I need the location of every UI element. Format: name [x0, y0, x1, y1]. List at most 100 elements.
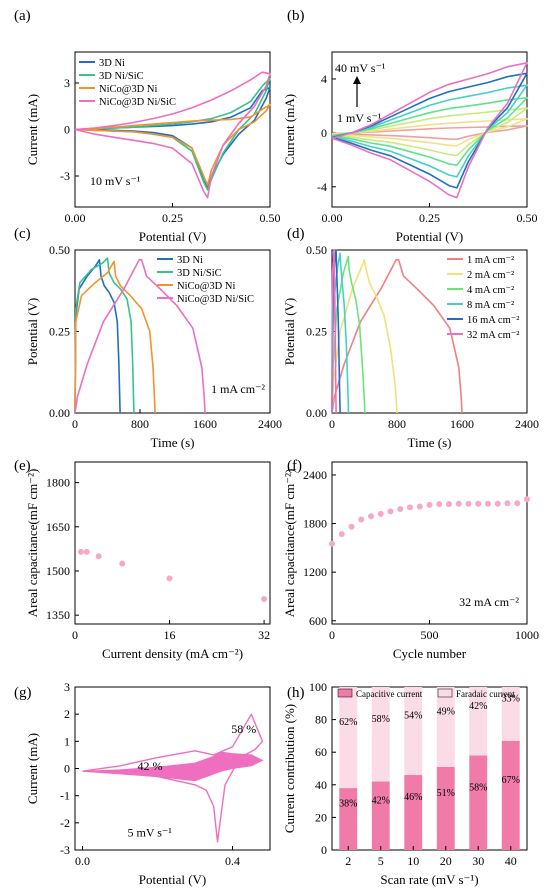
x-tick-label: 0	[329, 628, 335, 642]
data-point	[407, 504, 413, 511]
y-tick-label: 2	[64, 707, 70, 721]
annotation-scan: 5 mV s⁻¹	[128, 825, 173, 839]
y-tick-label: 1	[64, 734, 70, 748]
bar-label-capacitive: 58%	[469, 782, 487, 793]
bar-faradaic	[501, 687, 520, 741]
series-line	[331, 255, 366, 414]
x-tick-label: 2400	[515, 417, 539, 431]
y-axis-label: Potential (V)	[282, 298, 297, 366]
series-line	[331, 118, 528, 147]
data-point	[416, 503, 423, 510]
total-cv-line	[82, 713, 264, 843]
series-line	[331, 252, 350, 414]
x-tick-label: 800	[131, 417, 149, 431]
bar-label-faradaic: 58%	[372, 714, 390, 725]
bar-label-capacitive: 42%	[372, 795, 390, 806]
y-tick-label: 1500	[46, 564, 70, 578]
x-tick-label: 800	[388, 417, 406, 431]
legend-entry: 4 mA cm⁻²	[467, 285, 514, 296]
series-line	[74, 258, 206, 414]
panel-g: (g) 0.0 0.4 -3 -2 -1 0 1 2 3 Potential (V) Current …	[14, 680, 271, 887]
y-tick-label: 1800	[303, 517, 327, 531]
series-line	[331, 125, 528, 141]
series-line	[74, 103, 271, 187]
data-point	[426, 501, 433, 508]
data-point	[338, 531, 345, 538]
data-point	[119, 560, 126, 567]
series-line	[331, 84, 528, 178]
y-tick-label: 20	[315, 810, 327, 824]
y-tick-label: 0.25	[49, 325, 70, 339]
x-tick-label: 1600	[450, 417, 474, 431]
bar-faradaic	[339, 687, 358, 789]
bar-label-faradaic: 42%	[469, 701, 487, 712]
y-tick-label: 0	[321, 843, 327, 857]
annotation-capacitive: 42 %	[138, 759, 163, 773]
series-line	[331, 107, 528, 157]
series-line	[74, 86, 271, 188]
x-tick-label: 16	[164, 628, 176, 642]
data-point	[514, 500, 521, 507]
x-tick-label: 0.50	[260, 211, 281, 225]
legend-swatch	[337, 688, 353, 698]
bar-faradaic	[469, 687, 488, 756]
legend-entry: Capacitive current	[356, 689, 423, 699]
legend-entry: 2 mA cm⁻²	[467, 270, 514, 281]
bar-label-capacitive: 51%	[437, 788, 455, 799]
data-point	[455, 500, 462, 507]
panel-a: (a) 0.00 0.25 0.50 -3 0 3 Potential (V) Current …	[14, 8, 281, 244]
panel-d: (d) 0 800 1600 2400 0.00 0.25 0.50 Time (s) Poten…	[282, 226, 539, 450]
panel-c: (c) 0 800 1600 2400 0.00 0.25 0.50 Time (s) Poten…	[14, 226, 282, 450]
data-point	[387, 508, 394, 515]
legend-entry: NiCo@3D Ni/SiC	[177, 294, 254, 305]
data-point	[166, 575, 173, 582]
y-tick-label: -3	[60, 843, 70, 857]
panel-b: (b) 0.00 0.25 0.50 -4 0 4 Potential (V) Current …	[282, 8, 538, 244]
y-tick-label: 40	[315, 778, 327, 792]
legend-entry: 3D Ni	[99, 58, 125, 69]
y-tick-label: 0	[64, 762, 70, 776]
x-axis-label: Time (s)	[151, 435, 195, 450]
x-tick-label: 10	[407, 854, 419, 868]
y-tick-label: -4	[317, 180, 327, 194]
data-point	[504, 500, 511, 507]
y-axis-label: Areal capacitance(mF cm⁻²)	[282, 469, 297, 618]
series-line	[331, 97, 528, 166]
bar-label-faradaic: 33%	[502, 694, 520, 705]
y-tick-label: 2400	[303, 468, 327, 482]
y-tick-label: 0	[321, 126, 327, 140]
y-axis-label: Current (mA)	[25, 733, 40, 804]
y-axis-label: Current (mA)	[282, 94, 297, 165]
series-line	[331, 249, 337, 414]
y-tick-label: 0.50	[306, 243, 327, 257]
bar-faradaic	[371, 687, 390, 782]
data-point	[494, 500, 501, 507]
x-tick-label: 1000	[515, 628, 539, 642]
series-line	[74, 260, 156, 414]
y-tick-label: -1	[60, 789, 70, 803]
data-point	[261, 595, 268, 602]
x-tick-label: 0.50	[517, 211, 538, 225]
bar-label-capacitive: 46%	[404, 792, 422, 803]
y-tick-label: 1200	[303, 565, 327, 579]
y-tick-label: 1350	[46, 608, 70, 622]
y-tick-label: 4	[321, 72, 327, 86]
bar-label-capacitive: 67%	[502, 775, 520, 786]
bar-label-capacitive: 38%	[339, 799, 357, 810]
x-tick-label: 0	[329, 417, 335, 431]
bar-capacitive	[501, 740, 520, 850]
legend-entry: NiCo@3D Ni	[99, 84, 157, 95]
series-line	[74, 258, 121, 414]
data-point	[95, 553, 102, 560]
x-tick-label: 0.4	[225, 854, 240, 868]
bar-faradaic	[436, 687, 455, 767]
x-tick-label: 5	[378, 854, 384, 868]
data-point	[83, 548, 90, 555]
y-tick-label: 3	[64, 76, 70, 90]
bar-label-faradaic: 49%	[437, 707, 455, 718]
y-axis-label: Areal capacitance(mF cm⁻²)	[25, 469, 40, 618]
data-point	[524, 496, 530, 503]
legend-entry: 1 mA cm⁻²	[467, 255, 514, 266]
panel-label: (f)	[287, 458, 302, 474]
